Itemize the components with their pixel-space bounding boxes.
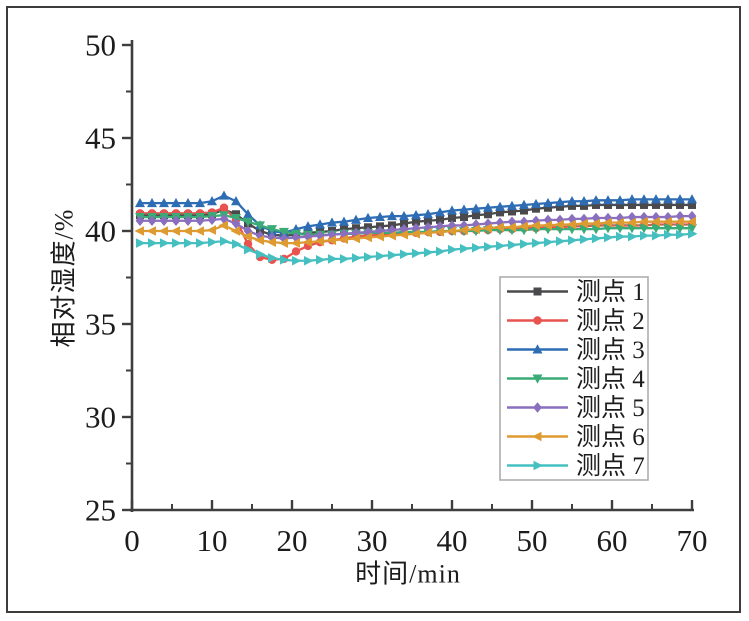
y-axis-title: 相对湿度/% bbox=[49, 208, 79, 348]
legend-label: 测点 1 bbox=[576, 278, 645, 306]
x-tick-label: 50 bbox=[517, 523, 548, 558]
legend-item-4: 测点 4 bbox=[507, 365, 645, 393]
legend-item-1: 测点 1 bbox=[507, 278, 645, 306]
y-tick-label: 35 bbox=[85, 307, 116, 342]
series-6 bbox=[134, 216, 696, 248]
x-tick-label: 60 bbox=[597, 523, 628, 558]
y-axis-ticks: 25 30 35 40 45 50 bbox=[85, 28, 132, 528]
series-7 bbox=[136, 228, 698, 266]
legend-label: 测点 4 bbox=[576, 365, 645, 393]
x-tick-label: 10 bbox=[197, 523, 228, 558]
x-axis-ticks: 0 10 20 30 40 50 60 70 bbox=[124, 500, 708, 558]
legend-label: 测点 3 bbox=[576, 336, 645, 364]
legend: 测点 1测点 2测点 3测点 4测点 5测点 6测点 7 bbox=[499, 276, 649, 481]
y-tick-label: 30 bbox=[85, 400, 116, 435]
y-tick-label: 25 bbox=[85, 493, 116, 528]
legend-item-3: 测点 3 bbox=[507, 336, 645, 364]
x-tick-label: 70 bbox=[677, 523, 708, 558]
legend-label: 测点 6 bbox=[576, 423, 645, 451]
legend-item-2: 测点 2 bbox=[507, 307, 645, 335]
x-tick-label: 20 bbox=[277, 523, 308, 558]
legend-label: 测点 5 bbox=[576, 394, 645, 422]
legend-label: 测点 7 bbox=[576, 452, 645, 480]
y-tick-label: 50 bbox=[85, 28, 116, 63]
x-axis-title: 时间/min bbox=[355, 559, 461, 589]
legend-item-6: 测点 6 bbox=[507, 423, 645, 451]
legend-item-5: 测点 5 bbox=[507, 394, 645, 422]
x-tick-label: 0 bbox=[124, 523, 140, 558]
legend-item-7: 测点 7 bbox=[507, 452, 645, 480]
x-tick-label: 40 bbox=[437, 523, 468, 558]
y-tick-label: 45 bbox=[85, 121, 116, 156]
y-tick-label: 40 bbox=[85, 214, 116, 249]
legend-label: 测点 2 bbox=[576, 307, 645, 335]
x-tick-label: 30 bbox=[357, 523, 388, 558]
